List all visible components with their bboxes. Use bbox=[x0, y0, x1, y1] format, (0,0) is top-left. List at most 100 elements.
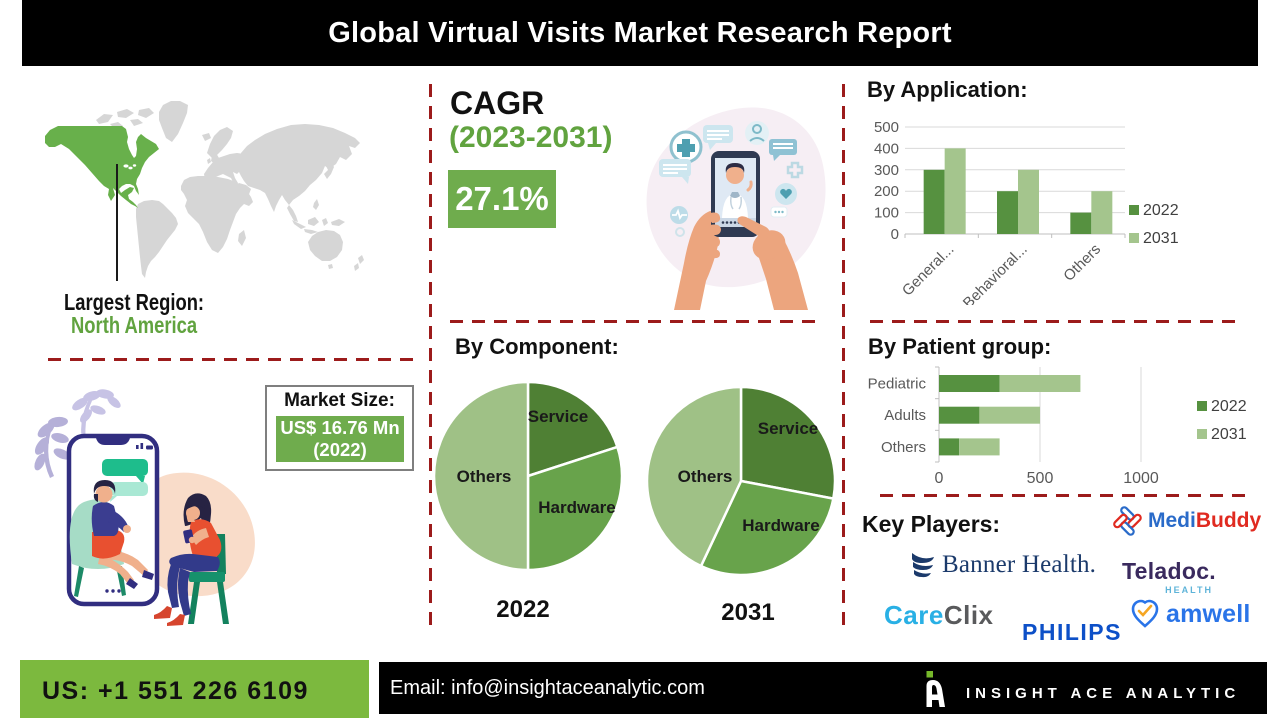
small-cross-icon bbox=[786, 161, 804, 179]
y-tick-label: 0 bbox=[891, 226, 899, 243]
dots-bubble-icon bbox=[770, 206, 788, 218]
footer-email: Email: info@insightaceanalytic.com bbox=[390, 677, 705, 699]
left-hand-fingers bbox=[709, 212, 721, 259]
pie-slice-others bbox=[432, 380, 530, 572]
separator-left bbox=[48, 358, 415, 361]
medibuddy-text-2: Buddy bbox=[1195, 509, 1262, 532]
x-tick-label: 1000 bbox=[1123, 470, 1159, 487]
by-patient-group-chart: 0 500 1000 Pediatric Adults Others 2022 2031 bbox=[868, 366, 1247, 487]
bar-2031-adults bbox=[979, 406, 1040, 424]
bar-2022-adults bbox=[939, 406, 980, 424]
x-category-label: Others bbox=[1060, 241, 1104, 285]
pie-2031-caption: 2031 bbox=[721, 599, 775, 626]
logo-amwell: amwell bbox=[1130, 598, 1251, 630]
person-circle-icon bbox=[745, 121, 769, 145]
legend-label-2031: 2031 bbox=[1143, 230, 1179, 247]
pie-slice-others bbox=[645, 385, 743, 568]
logo-philips: PHILIPS bbox=[1022, 619, 1122, 646]
world-map bbox=[45, 101, 364, 278]
largest-region-value: North America bbox=[71, 312, 198, 338]
market-size-year: (2022) bbox=[313, 439, 367, 460]
pie-label-service: Service bbox=[758, 419, 819, 438]
footer-phone-box bbox=[20, 660, 369, 718]
footer-brand: INSIGHT ACE ANALYTIC bbox=[925, 665, 1240, 707]
legend-swatch-2031 bbox=[1129, 233, 1139, 243]
brand-text: INSIGHT ACE ANALYTIC bbox=[966, 685, 1241, 702]
cagr-value-box: 27.1% bbox=[448, 170, 556, 228]
pie-slice-service bbox=[526, 380, 619, 478]
largest-region-label: Largest Region: bbox=[64, 289, 205, 315]
telehealth-phone-illustration bbox=[646, 107, 826, 310]
chat-bubble-top-icon bbox=[703, 125, 733, 150]
pie-chart-2031: Service Hardware Others bbox=[645, 385, 837, 577]
medibuddy-text-1: Medi bbox=[1148, 509, 1196, 532]
bar-2022-behavioral bbox=[997, 191, 1018, 234]
teladoc-subtext: HEALTH bbox=[1165, 585, 1213, 595]
cagr-label: CAGR bbox=[450, 85, 545, 121]
pie-chart-2022: Service Hardware Others bbox=[432, 380, 624, 572]
careclix-text-2: Clix bbox=[943, 600, 994, 630]
page-title: Global Virtual Visits Market Research Re… bbox=[328, 16, 952, 49]
bar-2022-pediatric bbox=[939, 375, 1000, 392]
bar-2031-pediatric bbox=[999, 375, 1081, 392]
x-tick-label: 500 bbox=[1027, 470, 1054, 487]
footer-email-bar bbox=[379, 662, 1267, 714]
pie-label-hardware: Hardware bbox=[538, 498, 615, 517]
y-tick-label: 400 bbox=[874, 140, 899, 157]
chat-bubble-left-icon bbox=[659, 159, 691, 184]
banner-health-text: Banner Health. bbox=[942, 551, 1097, 578]
teletherapy-illustration bbox=[34, 389, 255, 626]
footer-phone-number: US: +1 551 226 6109 bbox=[42, 677, 309, 705]
key-players-label: Key Players: bbox=[862, 511, 1001, 537]
market-size-label: Market Size: bbox=[284, 390, 395, 411]
map-pointer-line bbox=[116, 164, 118, 281]
small-circle-icon bbox=[675, 227, 685, 237]
separator-vertical-left bbox=[429, 84, 432, 625]
x-category-label: Behavioral... bbox=[960, 241, 1031, 305]
legend-swatch-2022 bbox=[1197, 401, 1207, 411]
separator-vertical-right bbox=[842, 84, 845, 625]
y-category-label: Others bbox=[881, 439, 926, 456]
cagr-value: 27.1% bbox=[455, 180, 549, 217]
bar-2022-others bbox=[939, 438, 960, 456]
philips-text: PHILIPS bbox=[1022, 619, 1122, 645]
pulse-circle-icon bbox=[670, 206, 688, 224]
patient-figure bbox=[154, 493, 229, 626]
teladoc-text: Teladoc. bbox=[1122, 558, 1216, 584]
world-map-continents bbox=[96, 101, 364, 278]
pie-label-service: Service bbox=[528, 407, 589, 426]
therapist-figure bbox=[69, 480, 154, 597]
banner-health-icon bbox=[912, 553, 934, 578]
separator-right-top bbox=[870, 320, 1236, 323]
legend-swatch-2022 bbox=[1129, 205, 1139, 215]
logo-banner-health: Banner Health. bbox=[910, 551, 1096, 579]
bar-2031-general bbox=[944, 148, 966, 234]
y-tick-label: 200 bbox=[874, 183, 899, 200]
cagr-period: (2023-2031) bbox=[449, 121, 613, 154]
y-tick-label: 300 bbox=[874, 162, 899, 179]
y-tick-label: 500 bbox=[874, 119, 899, 136]
legend-label-2022: 2022 bbox=[1143, 202, 1179, 219]
by-patient-group-title: By Patient group: bbox=[868, 334, 1052, 359]
market-size-value: US$ 16.76 Mn bbox=[280, 417, 400, 438]
legend-swatch-2031 bbox=[1197, 429, 1207, 439]
right-hand bbox=[737, 216, 808, 310]
pie-label-hardware: Hardware bbox=[742, 516, 819, 535]
logo-careclix: CareClix bbox=[884, 600, 994, 631]
pie-slice-service bbox=[739, 385, 837, 500]
logo-teladoc: Teladoc. HEALTH bbox=[1122, 558, 1216, 595]
by-application-title: By Application: bbox=[867, 77, 1028, 102]
amwell-icon bbox=[1131, 599, 1159, 628]
y-category-label: Adults bbox=[884, 407, 926, 424]
medibuddy-icon bbox=[1113, 506, 1142, 536]
amwell-text: amwell bbox=[1166, 599, 1251, 628]
chat-bubble-right-icon bbox=[769, 139, 797, 161]
world-map-north-america bbox=[45, 126, 159, 208]
pie-label-others: Others bbox=[457, 467, 512, 486]
x-tick-label: 0 bbox=[935, 470, 944, 487]
header-bar: Global Virtual Visits Market Research Re… bbox=[22, 0, 1258, 66]
pie-label-others: Others bbox=[678, 467, 733, 486]
bar-2031-others bbox=[959, 438, 1000, 456]
medical-cross-icon bbox=[669, 130, 703, 164]
